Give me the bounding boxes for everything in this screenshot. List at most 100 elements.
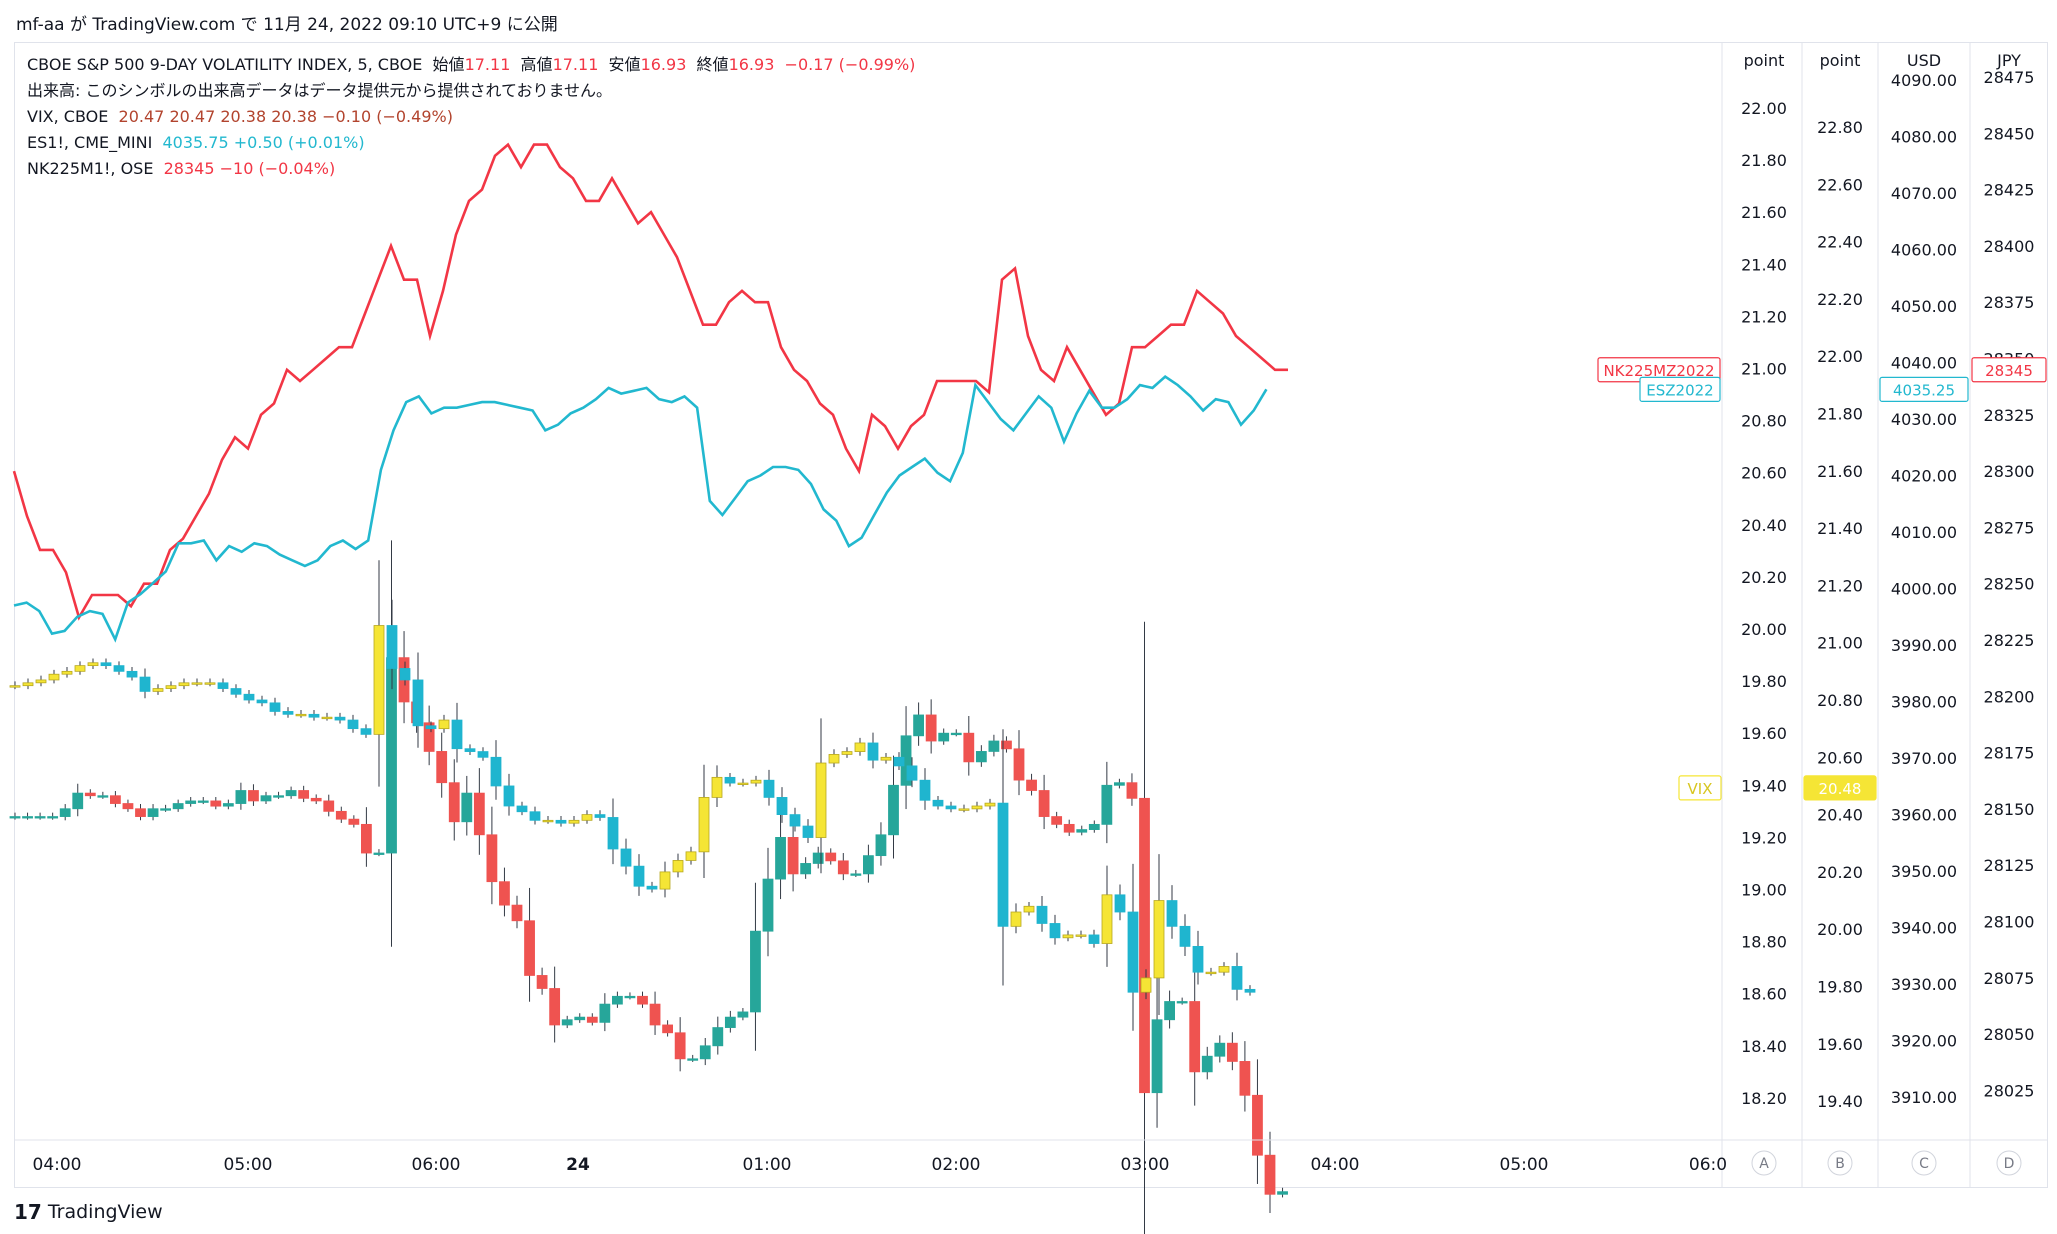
vix-candle [737, 782, 749, 785]
axis-tick-label: 21.40 [1741, 255, 1787, 274]
vix9d-candle [499, 881, 510, 906]
vix-candle [503, 785, 515, 807]
vix9d-candle [185, 800, 197, 804]
vix-candle [464, 748, 476, 752]
axis-tick-label: 21.80 [1741, 151, 1787, 170]
vix9d-candle [913, 714, 924, 737]
vix-candle [217, 682, 229, 689]
axis-tick-label: 19.80 [1817, 978, 1863, 997]
vix9d-candle [875, 834, 887, 857]
vix9d-candle [9, 816, 21, 819]
axis-unit-label: point [1744, 51, 1785, 70]
publish-info: mf-aa が TradingView.com で 11月 24, 2022 0… [16, 15, 558, 35]
vix9d-candle [1151, 1019, 1163, 1094]
vix-candle [425, 725, 437, 730]
legend-nk-row: NK225M1!, OSE 28345 −10 (−0.04%) [27, 156, 915, 182]
legend-es-symbol[interactable]: ES1!, CME_MINI [27, 133, 153, 152]
vix-candle [87, 662, 99, 667]
time-tick-label: 04:00 [33, 1155, 82, 1175]
axis-tick-label: 28225 [1984, 631, 2035, 650]
axis-tick-label: 28425 [1984, 181, 2035, 200]
vix9d-candle [837, 860, 849, 875]
vix-candle [1231, 966, 1243, 990]
vix9d-candle [260, 795, 272, 802]
legend-open-value: 17.11 [464, 55, 511, 74]
vix9d-candle [1164, 1001, 1175, 1021]
vix9d-candle [574, 1016, 586, 1021]
vix-candle [880, 756, 892, 761]
vix9d-candle [436, 751, 448, 784]
axis-tick-label: 28275 [1984, 518, 2035, 537]
axis-tick-label: 4010.00 [1891, 523, 1957, 542]
axis-tick-label: 28325 [1984, 406, 2035, 425]
vix9d-candle [1226, 1042, 1238, 1062]
vix-candle [295, 713, 307, 717]
legend-open-label: 始値 [432, 55, 465, 74]
vix9d-candle [586, 1016, 598, 1023]
vix-candle [165, 685, 177, 689]
vix-candle [815, 762, 827, 838]
legend-nk-change: −10 (−0.04%) [219, 159, 336, 178]
axis-tick-label: 4090.00 [1891, 71, 1957, 90]
axis-tick-label: 19.60 [1741, 724, 1787, 743]
legend-main-symbol[interactable]: CBOE S&P 500 9-DAY VOLATILITY INDEX, 5, … [27, 55, 423, 74]
vix9d-candle [122, 803, 134, 810]
vix-candle [152, 688, 164, 692]
vix9d-candle [1026, 779, 1037, 791]
vix9d-candle [549, 988, 561, 1026]
vix-candle [633, 865, 645, 887]
vix-candle [113, 665, 125, 672]
vix9d-candle [298, 790, 310, 799]
legend-vix-symbol[interactable]: VIX, CBOE [27, 107, 109, 126]
vix9d-candle [172, 803, 184, 810]
axis-tick-label: 22.40 [1817, 233, 1863, 252]
axis-letter-badge [1827, 1150, 1853, 1176]
axis-tick-label: 28300 [1984, 462, 2035, 481]
vix-candle [802, 825, 814, 838]
axis-tick-label: 4070.00 [1891, 184, 1957, 203]
vix9d-candle [423, 722, 435, 752]
legend-nk-symbol[interactable]: NK225M1!, OSE [27, 159, 154, 178]
vix9d-candle [323, 800, 335, 812]
axis-tick-label: 18.40 [1741, 1037, 1787, 1056]
vix9d-candle [536, 975, 548, 989]
axis-tick-label: 28375 [1984, 293, 2035, 312]
legend-vix-row: VIX, CBOE 20.47 20.47 20.38 20.38 −0.10 … [27, 104, 915, 130]
vix9d-candle [637, 995, 648, 1005]
vix-candle [1127, 911, 1139, 993]
time-tick-label: 06:0 [1689, 1155, 1727, 1175]
vix9d-candle [373, 852, 385, 855]
axis-tick-label: 28175 [1984, 744, 2035, 763]
vix-candle [204, 682, 216, 685]
es-price-badge-box [1879, 376, 1969, 402]
nk-line-label-text: NK225MZ2022 [1603, 362, 1714, 380]
tradingview-brand[interactable]: 17 TradingView [14, 1200, 163, 1224]
legend-es-change: +0.50 (+0.01%) [233, 133, 365, 152]
axis-letter-badge [1996, 1150, 2022, 1176]
vix9d-candle [975, 751, 987, 763]
vix9d-candle [1189, 1001, 1201, 1073]
vix9d-candle [950, 732, 962, 736]
axis-unit-label: USD [1907, 51, 1941, 70]
axis-tick-label: 28125 [1984, 856, 2035, 875]
vix-candle [178, 682, 190, 687]
vix-candle [581, 814, 593, 821]
vix9d-candle [72, 792, 84, 810]
axis-tick-label: 20.00 [1741, 620, 1787, 639]
chart-frame [14, 42, 2048, 1188]
vix9d-candle [863, 855, 874, 875]
vix9d-candle [737, 1011, 749, 1018]
vix-candle [399, 668, 411, 681]
axis-tick-label: 22.80 [1817, 118, 1863, 137]
vix9d-candle [750, 930, 761, 1013]
vix-candle [932, 799, 944, 807]
vix9d-candle [285, 790, 297, 797]
vix-candle [711, 776, 723, 798]
axis-tick-label: 19.00 [1741, 881, 1787, 900]
axis-letter: A [1759, 1156, 1769, 1172]
vix9d-candle [800, 863, 812, 875]
vix9d-candle [461, 792, 473, 823]
vix-candle [1192, 945, 1204, 973]
axis-tick-label: 19.40 [1741, 776, 1787, 795]
